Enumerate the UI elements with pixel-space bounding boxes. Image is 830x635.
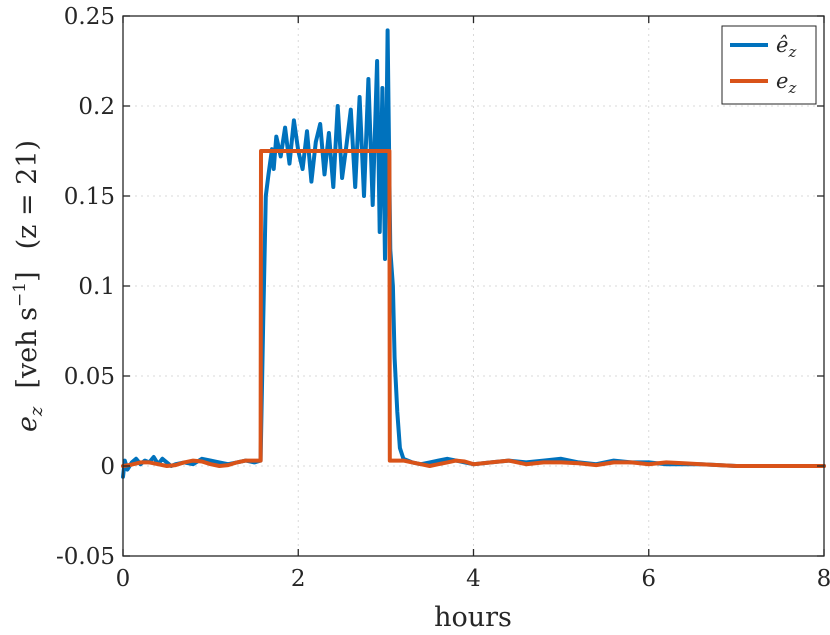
y-axis-label-unit-sup: −1: [10, 282, 30, 307]
y-tick-label: 0.2: [78, 94, 115, 120]
x-tick-label: 8: [817, 566, 830, 592]
y-tick-label: -0.05: [56, 544, 115, 570]
y-axis-label-unit-close: ]: [12, 271, 43, 282]
legend-label-estimated-e-z: êz: [776, 33, 796, 61]
y-tick-label: 0.25: [64, 4, 115, 30]
series-layer: [121, 28, 826, 479]
y-tick-label: 0.1: [78, 274, 115, 300]
grid: [122, 15, 825, 557]
legend-label-e-z: ez: [776, 69, 796, 97]
ticks: [122, 15, 825, 557]
x-tick-label: 4: [466, 566, 481, 592]
x-axis-label: hours: [434, 602, 512, 633]
y-axis-label-subscript: z: [26, 406, 47, 417]
legend-box: [721, 25, 817, 105]
series-line-e-z: [121, 149, 826, 468]
x-tick-label: 2: [291, 566, 306, 592]
y-tick-label: 0.05: [64, 364, 115, 390]
y-axis-label-symbol: e: [12, 416, 43, 432]
legend: êz ez: [721, 25, 817, 105]
y-tick-label: 0.15: [64, 184, 115, 210]
y-axis-label-unit: [veh s: [12, 307, 43, 389]
y-axis-label-condition: (z = 21): [12, 140, 43, 249]
x-tick-label: 6: [641, 566, 656, 592]
y-axis-label: ez [veh s−1] (z = 21): [10, 140, 47, 432]
y-tick-label: 0: [100, 454, 115, 480]
x-tick-label: 0: [116, 566, 131, 592]
series-line-estimated-e-z: [121, 28, 826, 479]
